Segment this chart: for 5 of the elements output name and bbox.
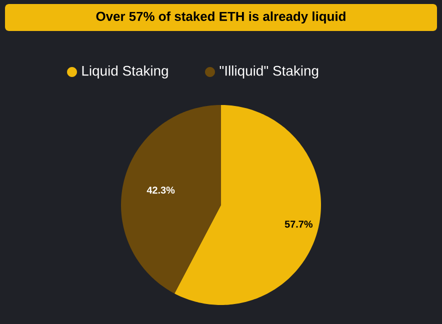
data-label: 57.7%: [284, 220, 313, 228]
data-label: 42.3%: [146, 186, 175, 194]
chart-title: Over 57% of staked ETH is already liquid: [96, 11, 346, 24]
legend-label: "Illiquid" Staking: [220, 65, 318, 78]
legend-label: Liquid Staking: [82, 65, 168, 78]
